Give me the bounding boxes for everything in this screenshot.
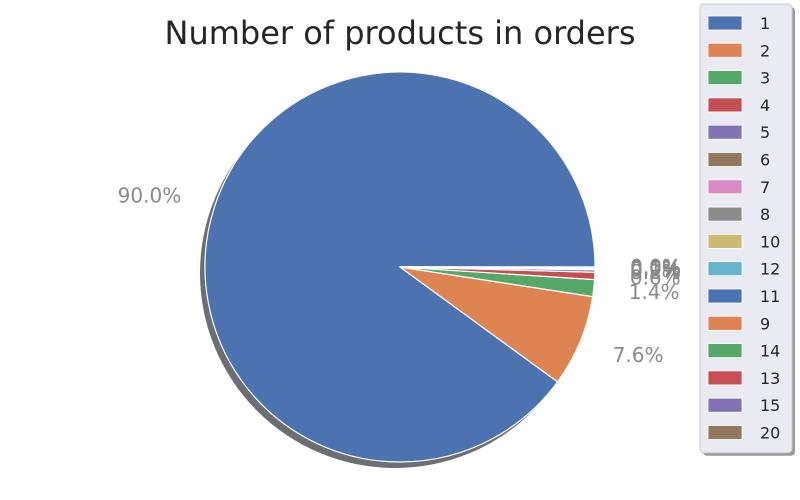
pct-label-13: 0.0% xyxy=(630,255,681,279)
pct-label-2: 7.6% xyxy=(613,343,664,367)
pct-label-3: 1.4% xyxy=(629,280,680,304)
pie-slices xyxy=(204,71,596,463)
pct-label-8: 0.0% xyxy=(630,256,681,280)
legend-swatch-8 xyxy=(707,206,743,222)
legend-label-7: 7 xyxy=(760,178,770,197)
pct-label-1: 90.0% xyxy=(118,184,182,208)
legend-swatch-1 xyxy=(707,15,743,31)
pct-label-20: 0.0% xyxy=(630,255,681,279)
legend-label-9: 9 xyxy=(760,314,770,333)
pct-label-7: 0.0% xyxy=(630,257,681,281)
legend-swatch-20 xyxy=(707,425,743,440)
legend-swatch-11 xyxy=(707,288,743,304)
legend-label-13: 13 xyxy=(760,369,780,388)
legend-swatch-6 xyxy=(707,152,743,167)
legend-swatch-14 xyxy=(707,343,743,359)
legend-swatch-4 xyxy=(707,97,743,113)
pct-label-4: 0.6% xyxy=(630,266,681,290)
legend-label-5: 5 xyxy=(760,123,770,142)
pie-percent-labels: 90.0%7.6%1.4%0.6%0.2%0.1%0.0%0.0%0.0%0.0… xyxy=(118,184,681,367)
legend-swatch-2 xyxy=(707,42,743,58)
pct-label-12: 0.0% xyxy=(630,256,681,280)
legend-label-4: 4 xyxy=(760,96,770,115)
legend-label-11: 11 xyxy=(760,287,780,306)
legend-swatch-15 xyxy=(707,397,743,413)
pct-label-6: 0.1% xyxy=(630,258,681,282)
legend-label-3: 3 xyxy=(760,69,770,88)
pct-label-14: 0.0% xyxy=(630,255,681,279)
legend-label-8: 8 xyxy=(760,205,770,224)
pct-label-10: 0.0% xyxy=(630,256,681,280)
legend-label-10: 10 xyxy=(760,232,780,251)
legend-label-20: 20 xyxy=(760,424,780,443)
legend-swatch-13 xyxy=(707,370,743,386)
pct-label-9: 0.0% xyxy=(630,255,681,279)
legend-label-14: 14 xyxy=(760,342,780,361)
legend-label-2: 2 xyxy=(760,41,770,60)
pct-label-5: 0.2% xyxy=(630,260,681,284)
legend-swatch-3 xyxy=(707,70,743,85)
legend-swatch-9 xyxy=(707,315,743,331)
pct-label-11: 0.0% xyxy=(630,256,681,280)
legend-label-12: 12 xyxy=(760,260,780,279)
legend-swatch-12 xyxy=(707,261,743,277)
legend-swatch-10 xyxy=(707,233,743,249)
legend-label-15: 15 xyxy=(760,396,780,415)
pct-label-15: 0.0% xyxy=(630,255,681,279)
legend-label-6: 6 xyxy=(760,151,770,170)
legend-box xyxy=(699,3,793,454)
legend-label-1: 1 xyxy=(760,14,770,33)
chart-title: Number of products in orders xyxy=(165,14,636,52)
legend-swatch-7 xyxy=(707,179,743,195)
legend-swatch-5 xyxy=(707,124,743,140)
